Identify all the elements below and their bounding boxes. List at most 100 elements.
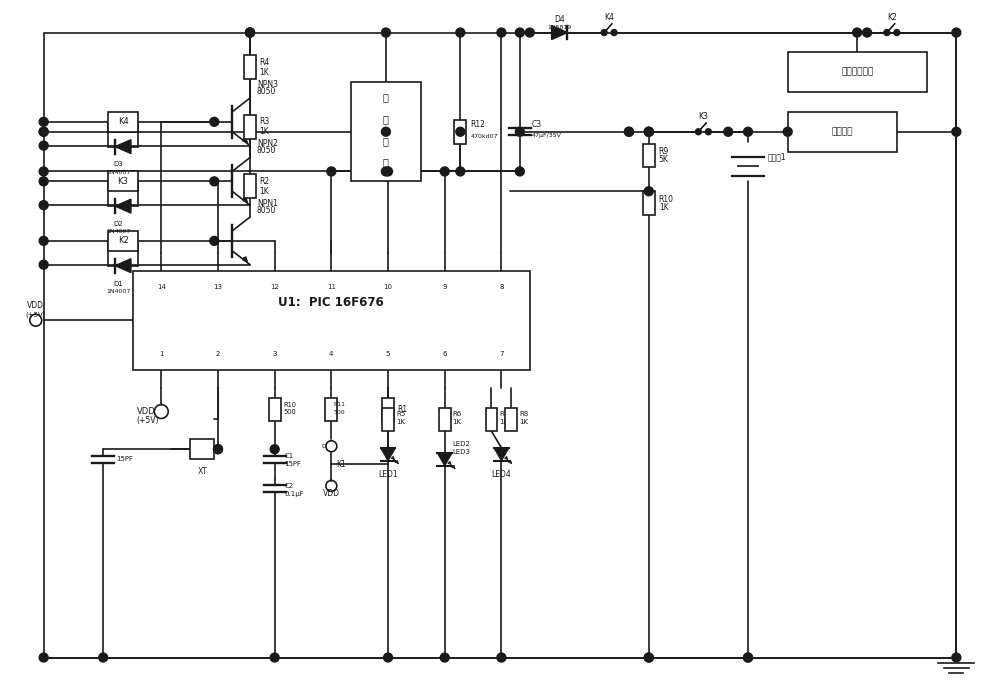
Bar xyxy=(454,120,466,144)
Text: 1N5819: 1N5819 xyxy=(547,25,572,30)
Text: 1K: 1K xyxy=(659,202,668,211)
Text: C3: C3 xyxy=(532,120,542,130)
Circle shape xyxy=(210,118,219,126)
Circle shape xyxy=(456,167,465,176)
Circle shape xyxy=(39,141,48,150)
Circle shape xyxy=(440,167,449,176)
Circle shape xyxy=(39,201,48,209)
Text: LED2: LED2 xyxy=(453,441,471,447)
Text: 0.1μF: 0.1μF xyxy=(285,491,304,497)
Circle shape xyxy=(525,28,534,37)
Polygon shape xyxy=(494,448,509,461)
Circle shape xyxy=(853,28,862,37)
Text: 470kd07: 470kd07 xyxy=(470,134,498,139)
Text: XT: XT xyxy=(198,466,207,475)
Text: R10: R10 xyxy=(284,402,297,407)
Text: VDD: VDD xyxy=(136,407,155,416)
Text: NPN3: NPN3 xyxy=(257,80,278,89)
Bar xyxy=(788,52,927,92)
Text: 1K: 1K xyxy=(453,419,462,426)
Text: 6: 6 xyxy=(442,351,447,357)
Circle shape xyxy=(214,444,222,454)
Circle shape xyxy=(515,28,524,37)
Text: K2: K2 xyxy=(887,13,897,22)
Circle shape xyxy=(515,127,524,136)
Text: (+5V): (+5V) xyxy=(136,416,159,425)
Circle shape xyxy=(456,28,465,37)
Text: K4: K4 xyxy=(118,118,128,126)
Text: 5: 5 xyxy=(386,351,390,357)
Circle shape xyxy=(381,28,390,37)
Circle shape xyxy=(381,127,390,136)
Circle shape xyxy=(611,29,617,36)
Text: 蓄电池1: 蓄电池1 xyxy=(768,152,786,161)
Bar xyxy=(244,115,256,139)
Polygon shape xyxy=(115,199,131,213)
Circle shape xyxy=(384,167,393,176)
Circle shape xyxy=(644,187,653,196)
Circle shape xyxy=(783,127,792,136)
Text: D2: D2 xyxy=(113,221,123,227)
Bar xyxy=(788,112,897,152)
Polygon shape xyxy=(115,259,131,272)
Circle shape xyxy=(270,444,279,454)
Circle shape xyxy=(246,28,254,37)
Text: R2: R2 xyxy=(259,177,269,186)
Text: 47μF/35V: 47μF/35V xyxy=(532,133,562,138)
Text: 10: 10 xyxy=(384,284,393,290)
Circle shape xyxy=(210,237,219,245)
Text: R11: R11 xyxy=(333,402,345,407)
Circle shape xyxy=(952,127,961,136)
Text: R8: R8 xyxy=(519,412,529,417)
Text: 风扇负载: 风扇负载 xyxy=(832,127,853,136)
Text: R1: R1 xyxy=(397,405,407,414)
Text: VDD: VDD xyxy=(27,301,44,310)
Polygon shape xyxy=(115,140,131,153)
Circle shape xyxy=(744,653,752,662)
Text: VDD: VDD xyxy=(323,489,340,498)
Text: 7: 7 xyxy=(499,351,504,357)
Text: 太: 太 xyxy=(383,92,389,102)
Text: D3: D3 xyxy=(113,162,123,167)
Circle shape xyxy=(863,28,872,37)
Circle shape xyxy=(327,167,336,176)
Bar xyxy=(439,407,451,431)
Polygon shape xyxy=(381,448,395,461)
Text: 15PF: 15PF xyxy=(285,461,302,467)
Circle shape xyxy=(497,28,506,37)
Text: K1: K1 xyxy=(336,460,346,468)
Text: 1N4007: 1N4007 xyxy=(106,170,130,175)
Text: K2: K2 xyxy=(118,237,128,246)
Text: 能: 能 xyxy=(383,136,389,146)
Circle shape xyxy=(456,127,465,136)
Polygon shape xyxy=(437,453,452,466)
Bar xyxy=(108,112,138,132)
Text: 14: 14 xyxy=(157,284,166,290)
Text: 9: 9 xyxy=(442,284,447,290)
Circle shape xyxy=(270,653,279,662)
Circle shape xyxy=(39,237,48,245)
Text: 4: 4 xyxy=(329,351,334,357)
Text: 12: 12 xyxy=(270,284,279,290)
Text: D1: D1 xyxy=(113,281,123,286)
Text: R3: R3 xyxy=(259,118,269,126)
Polygon shape xyxy=(552,26,567,39)
Circle shape xyxy=(384,653,393,662)
Bar xyxy=(133,271,530,370)
Circle shape xyxy=(695,129,701,134)
Text: K4: K4 xyxy=(604,13,614,22)
Text: K3: K3 xyxy=(118,177,128,186)
Bar xyxy=(325,398,337,421)
Text: U1:  PIC 16F676: U1: PIC 16F676 xyxy=(278,296,384,309)
Bar xyxy=(643,144,655,167)
Text: R9: R9 xyxy=(659,147,669,156)
Circle shape xyxy=(952,28,961,37)
Bar xyxy=(382,407,394,431)
Circle shape xyxy=(497,653,506,662)
Text: 3: 3 xyxy=(272,351,277,357)
Circle shape xyxy=(952,653,961,662)
Circle shape xyxy=(39,127,48,136)
Text: R4: R4 xyxy=(259,58,269,66)
Circle shape xyxy=(744,653,752,662)
Text: R10: R10 xyxy=(659,195,674,204)
